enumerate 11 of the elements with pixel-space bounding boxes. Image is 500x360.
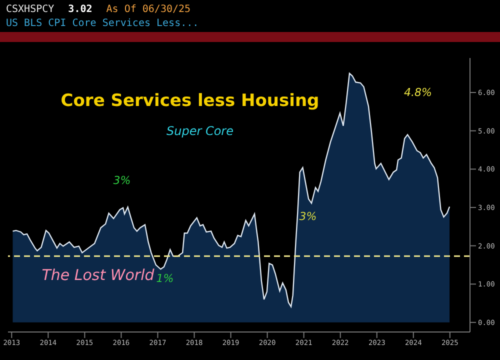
text: Core Services less Housing	[60, 91, 320, 111]
annotation: 1%	[156, 272, 174, 286]
text: US BLS CPI Core Services Less...	[6, 18, 199, 29]
annotation: 4.8%	[404, 86, 432, 100]
text: 3.02	[68, 4, 92, 15]
annotation: The Lost World	[42, 266, 154, 284]
annotation: 3%	[299, 210, 317, 224]
text: As Of 06/30/25	[106, 4, 191, 15]
text: Super Core	[166, 124, 234, 138]
annotation: 3%	[113, 174, 131, 188]
text: CSXHSPCY	[6, 4, 54, 15]
